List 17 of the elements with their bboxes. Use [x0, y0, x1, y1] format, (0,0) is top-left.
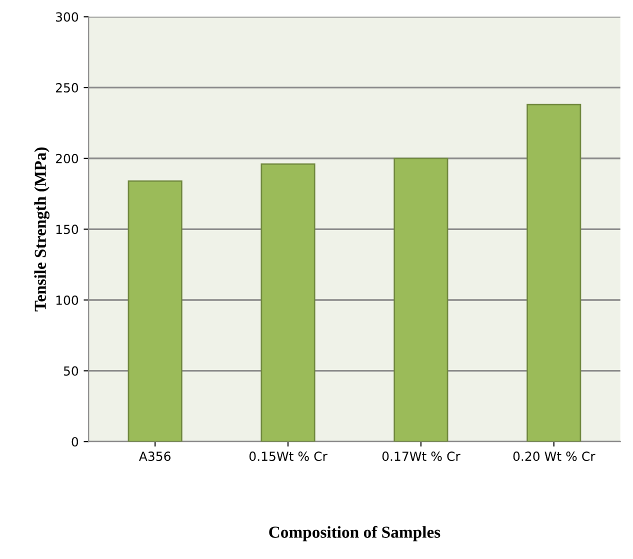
y-tick-label: 0	[72, 437, 78, 447]
y-axis-title: Tensile Strength (MPa)	[34, 148, 50, 312]
y-tick-label: 150	[56, 224, 78, 234]
bar	[526, 104, 582, 442]
y-tick-label: 200	[56, 154, 78, 164]
y-tick-label: 100	[56, 295, 78, 305]
x-tick-label: 0.20 Wt % Cr	[513, 452, 596, 462]
x-tick-label: 0.15Wt % Cr	[249, 452, 328, 462]
bar	[394, 158, 448, 442]
bar	[128, 180, 182, 442]
x-axis-title: Composition of Samples	[269, 526, 440, 542]
x-tick-label: 0.17Wt % Cr	[382, 452, 460, 462]
x-tick-label: A356	[138, 452, 171, 462]
bar	[260, 163, 316, 442]
y-tick-label: 50	[64, 366, 78, 376]
y-tick-label: 250	[56, 83, 78, 93]
y-tick-label: 300	[56, 12, 78, 22]
